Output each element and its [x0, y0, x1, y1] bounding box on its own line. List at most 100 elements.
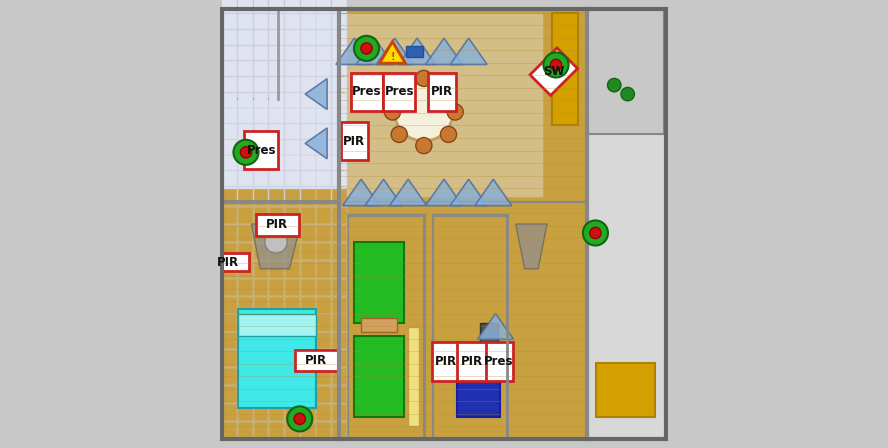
Bar: [332, 297, 347, 314]
Text: PIR: PIR: [266, 218, 289, 232]
Bar: [354, 242, 404, 323]
Bar: [254, 46, 268, 60]
Bar: [316, 124, 331, 139]
Bar: [316, 261, 331, 278]
Bar: [285, 124, 300, 139]
Circle shape: [294, 413, 305, 425]
Polygon shape: [587, 9, 666, 439]
Bar: [285, 30, 300, 45]
Polygon shape: [338, 9, 587, 439]
Bar: [269, 279, 284, 296]
Bar: [254, 61, 268, 76]
Bar: [285, 108, 300, 123]
Bar: [238, 0, 253, 13]
Bar: [301, 77, 315, 92]
Bar: [285, 171, 300, 186]
Bar: [222, 350, 237, 367]
Bar: [222, 171, 237, 186]
Bar: [301, 279, 315, 296]
Bar: [222, 386, 237, 403]
Bar: [332, 189, 347, 206]
Bar: [285, 207, 300, 224]
Bar: [269, 332, 284, 349]
Bar: [269, 140, 284, 155]
Bar: [332, 225, 347, 242]
Circle shape: [621, 87, 634, 101]
Bar: [332, 0, 347, 13]
Bar: [316, 225, 331, 242]
Polygon shape: [551, 13, 578, 125]
Polygon shape: [343, 13, 543, 197]
Polygon shape: [251, 224, 301, 269]
Bar: [332, 140, 347, 155]
Polygon shape: [377, 38, 413, 65]
Circle shape: [265, 231, 287, 253]
Text: PIR: PIR: [431, 85, 453, 99]
Bar: [316, 0, 331, 13]
Polygon shape: [365, 179, 402, 206]
Circle shape: [287, 406, 313, 431]
Circle shape: [234, 140, 258, 165]
Bar: [254, 207, 268, 224]
Bar: [269, 189, 284, 206]
Circle shape: [395, 83, 453, 141]
Bar: [301, 61, 315, 76]
Bar: [238, 171, 253, 186]
Bar: [316, 279, 331, 296]
Bar: [301, 124, 315, 139]
Circle shape: [607, 78, 621, 92]
Bar: [285, 243, 300, 260]
Bar: [332, 108, 347, 123]
Bar: [222, 93, 237, 108]
Bar: [269, 155, 284, 170]
Bar: [269, 314, 284, 332]
Bar: [285, 187, 300, 202]
Bar: [361, 318, 397, 332]
Bar: [301, 368, 315, 385]
Bar: [301, 155, 315, 170]
Bar: [301, 30, 315, 45]
Bar: [254, 93, 268, 108]
Bar: [301, 46, 315, 60]
Circle shape: [391, 82, 408, 98]
Bar: [301, 187, 315, 202]
Bar: [316, 30, 331, 45]
Bar: [316, 207, 331, 224]
Bar: [222, 77, 237, 92]
Polygon shape: [478, 314, 513, 339]
Bar: [316, 61, 331, 76]
Bar: [316, 140, 331, 155]
Polygon shape: [336, 38, 373, 65]
Bar: [332, 14, 347, 29]
Bar: [269, 14, 284, 29]
Bar: [238, 14, 253, 29]
Bar: [238, 422, 253, 439]
Text: SW: SW: [543, 65, 565, 78]
Polygon shape: [348, 215, 424, 439]
Bar: [316, 46, 331, 60]
Bar: [332, 404, 347, 421]
Bar: [332, 77, 347, 92]
Polygon shape: [457, 358, 500, 417]
Bar: [269, 297, 284, 314]
Bar: [238, 187, 253, 202]
Bar: [238, 155, 253, 170]
Text: PIR: PIR: [461, 355, 483, 368]
Bar: [316, 171, 331, 186]
Bar: [238, 332, 253, 349]
Bar: [301, 261, 315, 278]
Bar: [285, 350, 300, 367]
Bar: [256, 214, 298, 236]
Bar: [269, 124, 284, 139]
Bar: [285, 332, 300, 349]
Bar: [269, 368, 284, 385]
Bar: [222, 261, 237, 278]
Bar: [332, 207, 347, 224]
Bar: [238, 46, 253, 60]
Bar: [254, 14, 268, 29]
Polygon shape: [450, 179, 488, 206]
Bar: [238, 189, 253, 206]
Circle shape: [448, 104, 464, 120]
Bar: [222, 368, 237, 385]
Bar: [238, 108, 253, 123]
